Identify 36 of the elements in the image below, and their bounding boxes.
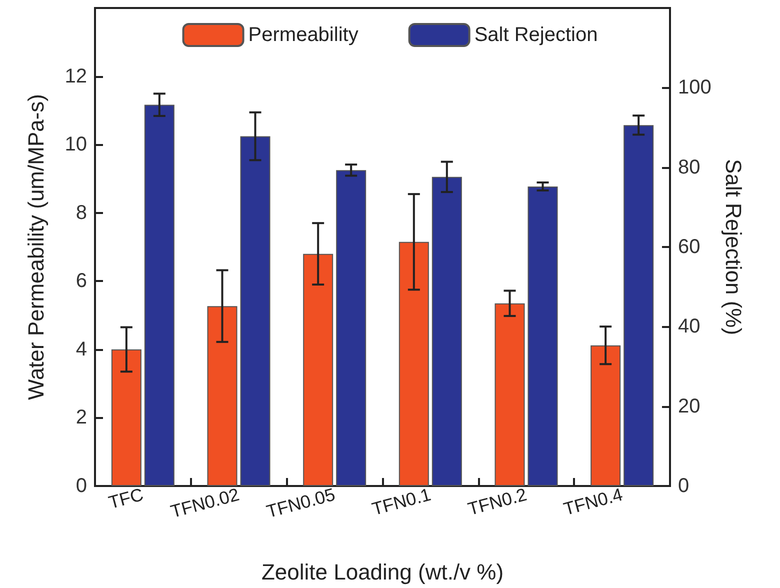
bar — [432, 176, 462, 486]
y-tick-label: 12 — [64, 65, 87, 88]
bar — [398, 242, 429, 486]
bar — [207, 306, 238, 486]
bar — [590, 345, 621, 486]
x-tick-label: TFC — [106, 484, 146, 513]
x-axis-title: Zeolite Loading (wt./v %) — [261, 560, 504, 584]
bar — [303, 254, 334, 486]
bar — [111, 349, 142, 486]
legend-label: Permeability — [248, 24, 358, 46]
y-axis-title: Water Permeability (um/MPa-s) — [24, 94, 48, 400]
y2-tick-label: 0 — [678, 475, 690, 497]
y-tick-label: 4 — [76, 338, 87, 360]
y-tick-label: 8 — [76, 202, 87, 224]
x-tick-label: TFN0.02 — [168, 484, 242, 522]
y-tick-label: 0 — [76, 475, 87, 497]
y-tick-label: 6 — [76, 270, 87, 292]
bar — [144, 104, 174, 486]
x-tick-label: TFN0.05 — [264, 484, 338, 522]
bar — [240, 136, 270, 486]
y-tick-label: 2 — [76, 406, 87, 429]
bar — [528, 186, 558, 486]
x-tick-label: TFN0.2 — [466, 484, 529, 520]
y2-tick-label: 60 — [678, 236, 700, 258]
y2-tick-label: 20 — [678, 395, 700, 418]
bar — [494, 303, 525, 486]
y-tick-label: 10 — [64, 134, 87, 156]
x-tick-label: TFN0.4 — [562, 484, 625, 520]
bar — [624, 125, 654, 486]
x-tick-label: TFN0.1 — [370, 484, 434, 520]
bar — [336, 170, 366, 486]
y2-tick-label: 100 — [678, 76, 712, 99]
y2-tick-label: 80 — [678, 156, 700, 178]
y2-axis-title: Salt Rejection (%) — [720, 158, 746, 336]
legend-label: Salt Rejection — [474, 24, 598, 46]
y2-tick-label: 40 — [678, 316, 700, 338]
